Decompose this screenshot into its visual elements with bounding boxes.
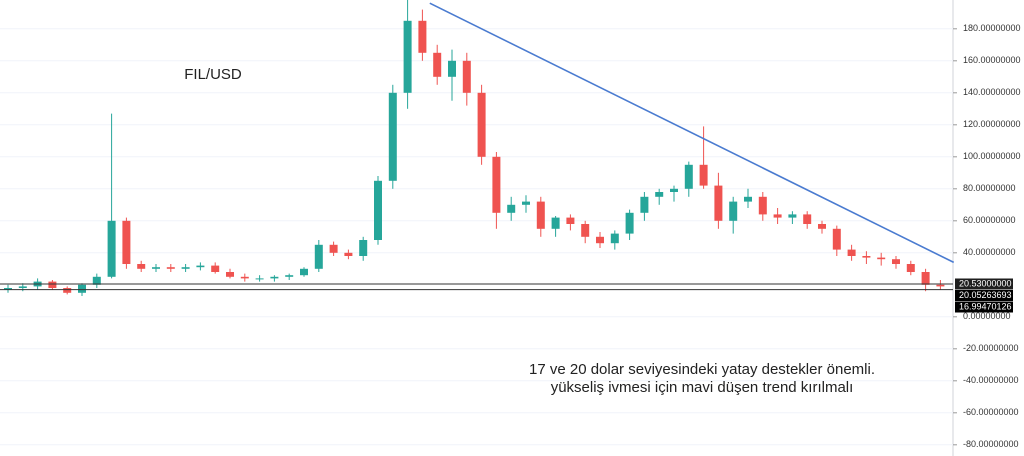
candle-body xyxy=(773,214,782,218)
candle-body xyxy=(758,196,767,215)
candle-body xyxy=(655,192,664,197)
candle-body xyxy=(640,196,649,213)
candle-body xyxy=(892,259,900,264)
candle-body xyxy=(818,224,826,229)
candle-body xyxy=(714,185,723,221)
candle-body xyxy=(684,164,693,189)
candle-body xyxy=(107,220,116,277)
candle-body xyxy=(433,52,442,77)
candle-body xyxy=(344,252,353,256)
candle-body xyxy=(240,276,249,279)
candle-body xyxy=(137,264,146,269)
candle-body xyxy=(610,233,619,244)
candle-body xyxy=(374,180,382,240)
candle-body xyxy=(625,212,634,234)
candle-body xyxy=(729,201,738,221)
candle-body xyxy=(699,164,708,186)
annotation: 17 ve 20 dolar seviyesindeki yatay deste… xyxy=(529,361,875,378)
y-tick-label: 100.00000000 xyxy=(963,151,1021,161)
candle-body xyxy=(270,276,279,279)
candle-body xyxy=(181,267,190,269)
candle-body xyxy=(285,275,294,277)
chart-title: FIL/USD xyxy=(184,66,242,83)
candle-body xyxy=(152,267,160,269)
price-label-box xyxy=(955,290,1013,301)
candle-body xyxy=(492,156,501,213)
candle-body xyxy=(462,60,471,93)
candle-body xyxy=(906,264,915,272)
y-tick-label: 180.00000000 xyxy=(963,23,1021,33)
y-tick-label: -20.00000000 xyxy=(963,343,1019,353)
annotation: yükseliş ivmesi için mavi düşen trend kı… xyxy=(551,379,854,396)
candle-body xyxy=(418,20,427,53)
candle-body xyxy=(507,204,516,213)
y-tick-label: 80.00000000 xyxy=(963,183,1016,193)
candle-body xyxy=(921,272,930,285)
candle-body xyxy=(48,281,57,288)
candle-body xyxy=(18,286,27,288)
price-label: 16.99470126 xyxy=(959,301,1012,311)
price-label-box xyxy=(955,301,1013,313)
candle-body xyxy=(388,92,397,181)
candle-body xyxy=(78,284,86,293)
candle-body xyxy=(359,240,368,256)
y-tick-label: 40.00000000 xyxy=(963,247,1016,257)
candle-body xyxy=(744,196,752,202)
candle-body xyxy=(551,217,560,229)
price-label: 20.05263693 xyxy=(959,290,1012,300)
candle-body xyxy=(670,188,678,192)
candle-body xyxy=(92,276,101,285)
y-tick-label: 160.00000000 xyxy=(963,55,1021,65)
candle-body xyxy=(832,228,841,250)
candle-body xyxy=(877,257,886,260)
y-tick-label: 60.00000000 xyxy=(963,215,1016,225)
candle-body xyxy=(936,284,945,287)
y-tick-label: 140.00000000 xyxy=(963,87,1021,97)
candle-body xyxy=(211,265,220,272)
candle-body xyxy=(522,201,530,205)
candle-body xyxy=(166,267,175,269)
y-tick-label: -60.00000000 xyxy=(963,407,1019,417)
candle-body xyxy=(862,256,871,258)
candle-body xyxy=(255,278,264,280)
candle-body xyxy=(122,220,131,264)
y-tick-label: 0.00000000 xyxy=(963,311,1011,321)
candle-body xyxy=(788,214,797,218)
candle-body xyxy=(566,217,575,224)
candle-body xyxy=(596,236,604,244)
y-tick-label: -40.00000000 xyxy=(963,375,1019,385)
trend-line xyxy=(429,2,955,264)
candle-body xyxy=(448,60,456,77)
candle-body xyxy=(63,288,72,293)
candle-body xyxy=(226,272,234,277)
candle-body xyxy=(581,224,590,237)
candle-body xyxy=(536,201,545,229)
candle-body xyxy=(477,92,486,157)
candle-body xyxy=(4,288,12,290)
y-tick-label: 120.00000000 xyxy=(963,119,1021,129)
candle-body xyxy=(300,268,308,276)
y-tick-label: -80.00000000 xyxy=(963,439,1019,449)
candle-body xyxy=(847,249,856,256)
candle-body xyxy=(314,244,323,269)
candle-body xyxy=(803,214,812,224)
price-label-box xyxy=(955,278,1013,290)
candle-body xyxy=(329,244,338,253)
candle-body xyxy=(403,20,412,93)
price-label: 20.53000000 xyxy=(959,278,1012,288)
candle-body xyxy=(196,265,205,268)
